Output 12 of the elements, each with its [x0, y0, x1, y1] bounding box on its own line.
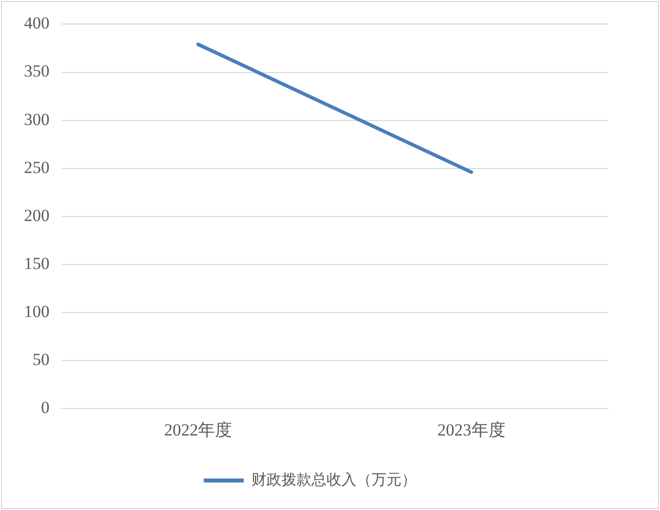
y-tick-label: 250 — [24, 158, 50, 177]
y-tick-label: 400 — [24, 14, 50, 33]
x-tick-label: 2022年度 — [164, 420, 232, 440]
legend-label: 财政拨款总收入（万元） — [251, 470, 416, 488]
y-tick-label: 0 — [41, 398, 50, 418]
y-tick-label: 50 — [32, 350, 50, 370]
y-tick-label: 200 — [24, 206, 50, 225]
y-tick-label: 100 — [24, 302, 50, 321]
x-tick-label: 2023年度 — [437, 420, 506, 440]
y-tick-label: 150 — [24, 254, 50, 273]
y-tick-label: 350 — [24, 62, 50, 81]
y-tick-label: 300 — [24, 110, 50, 129]
